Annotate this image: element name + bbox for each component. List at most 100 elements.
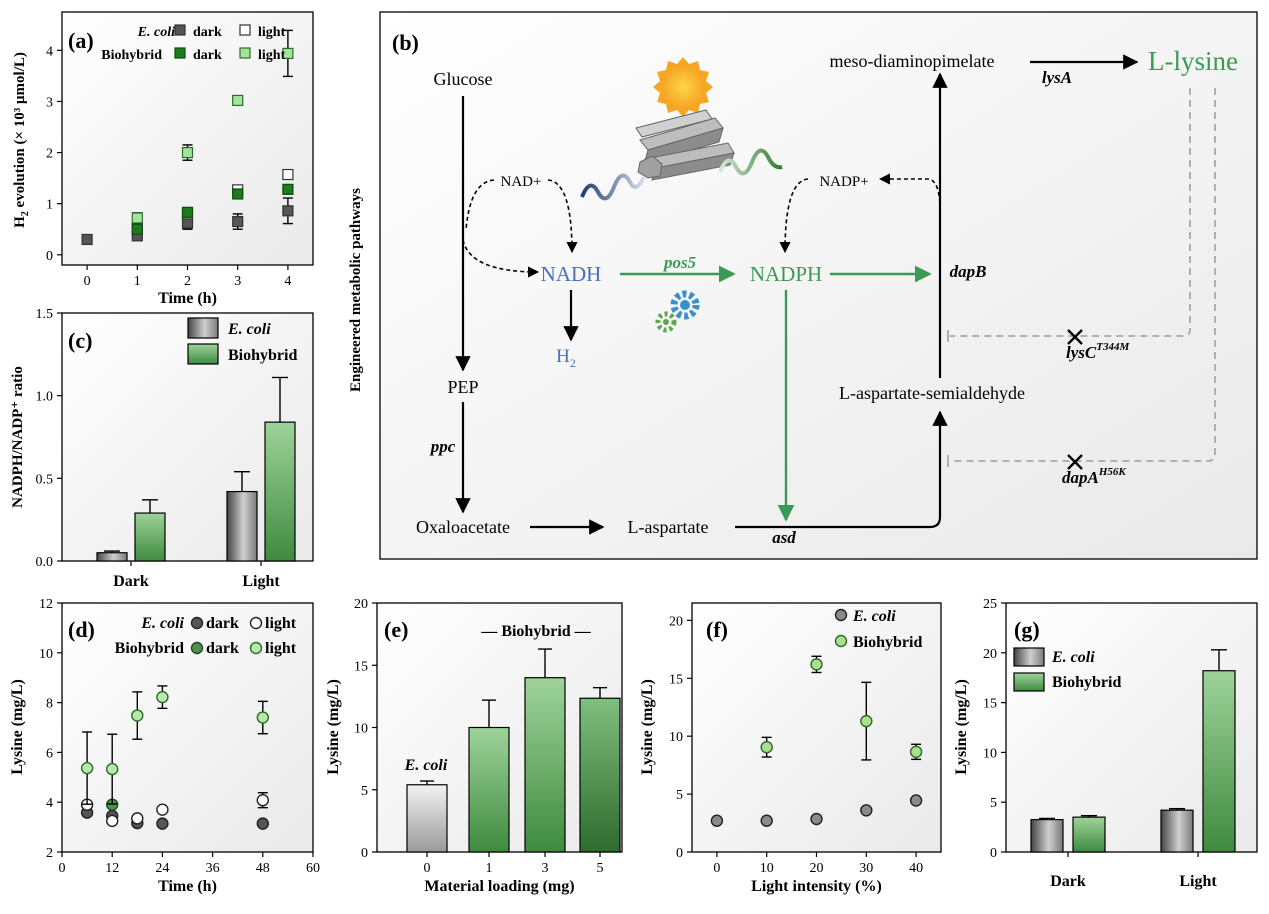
data-point-bio_light	[256, 711, 269, 724]
legend-dark: dark	[206, 640, 239, 657]
cofactor-arrows	[462, 173, 941, 278]
bar-gray	[1030, 819, 1064, 853]
panel-label-c: (c)	[68, 328, 92, 353]
nanorod-bundle-icon	[635, 109, 735, 181]
y-tick-label: 1.0	[36, 390, 54, 405]
legend-biohybrid: Biohybrid	[853, 634, 922, 651]
x-tick-label: 60	[306, 861, 320, 876]
x-tick-label: 10	[760, 861, 774, 876]
node-h2: H2	[556, 346, 576, 370]
legend-swatch-ecoli	[1013, 647, 1045, 667]
data-point-bio_light	[181, 146, 194, 159]
y-tick-label: 5	[990, 796, 997, 811]
legend-ecoli: E. coli	[227, 321, 271, 338]
y-tick-label: 1.5	[36, 307, 54, 322]
data-point-bio_dark	[181, 206, 194, 218]
legend-light: light	[265, 615, 297, 632]
legend-marker	[249, 616, 263, 630]
legend-biohybrid: Biohybrid	[115, 640, 184, 657]
plot-frame	[61, 602, 314, 853]
data-point-ecoli_dark	[256, 817, 269, 830]
nadph-arrows	[620, 265, 932, 522]
x-category-label: Dark	[113, 573, 149, 590]
x-tick-label: 40	[909, 861, 923, 876]
data-point-bio_light	[156, 690, 169, 704]
legend-swatch-biohybrid	[1013, 672, 1045, 692]
legend-swatch-biohybrid	[187, 343, 219, 365]
legend-swatch-ecoli	[187, 317, 219, 339]
gear-icon	[655, 290, 700, 333]
x-tick-label: 20	[810, 861, 824, 876]
y-tick-label: 12	[39, 597, 53, 612]
x-tick-label: 3	[234, 274, 241, 289]
x-tick-label: 0	[59, 861, 66, 876]
y-tick-label: 20	[669, 614, 683, 629]
data-point-bio_light	[232, 94, 244, 107]
label-ecoli: E. coli	[404, 757, 448, 774]
bar-loading	[406, 784, 448, 853]
node-oxaloacetate: Oxaloacetate	[416, 517, 510, 537]
x-category-label: Light	[242, 573, 280, 590]
legend-biohybrid: Biohybrid	[101, 48, 162, 63]
y-tick-label: 4	[46, 44, 53, 59]
legend-dark: dark	[193, 48, 222, 63]
y-tick-label: 4	[46, 796, 53, 811]
node-meso-diaminopimelate: meso-diaminopimelate	[830, 51, 995, 71]
legend-marker	[190, 641, 204, 655]
y-tick-label: 1	[46, 198, 53, 213]
x-axis-label: Material loading (mg)	[424, 878, 574, 895]
y-tick-label: 5	[676, 788, 683, 803]
y-tick-label: 8	[46, 697, 53, 712]
legend-dark: dark	[206, 615, 239, 632]
sun-icon	[653, 57, 713, 117]
node-nadh: NADH	[541, 262, 602, 286]
y-tick-label: 15	[983, 697, 997, 712]
bar-green	[1072, 816, 1106, 853]
y-tick-label: 10	[354, 722, 368, 737]
x-tick-label: 4	[284, 274, 291, 289]
legend-light: light	[265, 640, 297, 657]
legend-ecoli: E. coli	[1051, 649, 1095, 666]
panel-a-h2-evolution: 0 1 2 3 4 0 1 2 3 4 Time (h) H2 evolution (× 10³ μm…	[12, 11, 314, 307]
enzyme-dapb: dapB	[950, 262, 987, 281]
legend-ecoli: E. coli	[140, 615, 184, 632]
legend-marker	[249, 641, 263, 655]
data-point-bio_light	[131, 709, 144, 722]
data-point-bio_light	[131, 212, 143, 224]
bar-green	[1202, 670, 1236, 853]
enzyme-lysa: lysA	[1042, 68, 1072, 87]
legend-ecoli: E. coli	[137, 25, 175, 40]
data-point-ecoli_dark	[81, 233, 93, 246]
legend-marker	[834, 608, 848, 622]
x-tick-label: 30	[859, 861, 873, 876]
y-tick-label: 2	[46, 846, 53, 861]
bar-loading	[524, 677, 566, 853]
panel-label-b: (b)	[392, 30, 419, 55]
y-tick-label: 0.5	[36, 472, 54, 487]
feedback-inhibition-lines	[950, 88, 1216, 462]
legend-dark: dark	[193, 25, 222, 40]
bar-green	[264, 421, 296, 562]
y-tick-label: 25	[983, 597, 997, 612]
x-tick-label: 12	[105, 861, 119, 876]
data-point-bio_light	[860, 714, 873, 728]
data-point-ecoli_light	[282, 168, 294, 181]
bar-green	[134, 512, 166, 562]
panel-label-a: (a)	[68, 28, 94, 53]
data-point-bio_dark	[232, 188, 244, 200]
x-axis-label: Time (h)	[158, 878, 217, 895]
y-tick-label: 0	[46, 249, 53, 264]
y-tick-label: 0	[676, 846, 683, 861]
data-point-ecoli_light	[156, 803, 169, 816]
plot-frame	[691, 602, 942, 853]
diagram-side-label: Engineered metabolic pathways	[348, 188, 364, 392]
x-category-label: Light	[1179, 873, 1217, 890]
y-tick-label: 20	[983, 647, 997, 662]
data-point-bio_dark	[131, 223, 143, 235]
enzyme-ppc: ppc	[429, 437, 456, 456]
x-tick-label: 0	[424, 861, 431, 876]
panel-c-nadph-ratio: 0.0 0.5 1.0 1.5 NADPH/NADP⁺ ratio (c) Dark Ligh…	[10, 307, 314, 590]
